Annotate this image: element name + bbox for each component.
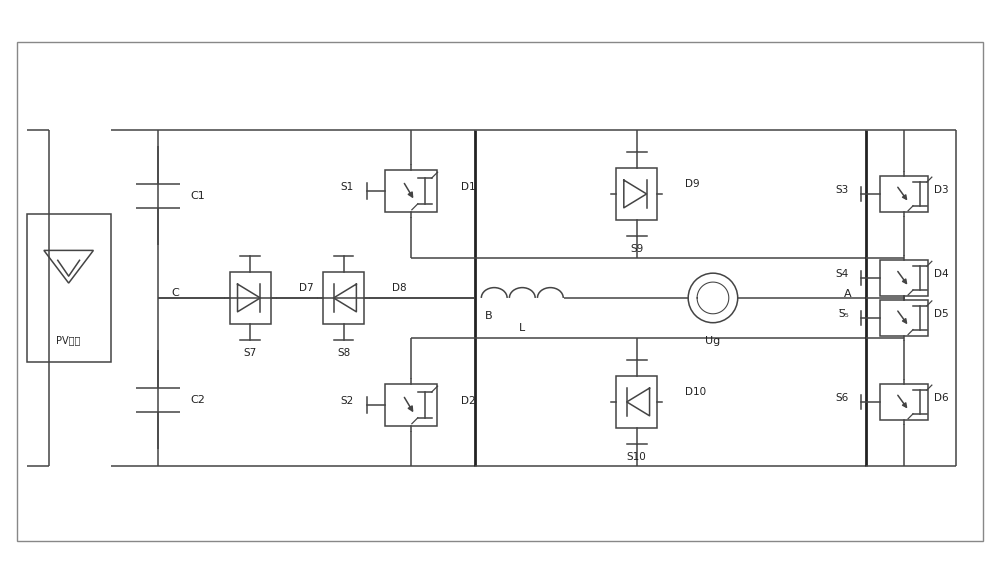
Bar xyxy=(616,168,657,220)
Text: S8: S8 xyxy=(337,349,350,359)
Text: L: L xyxy=(519,322,525,333)
Text: Ug: Ug xyxy=(705,336,721,346)
Bar xyxy=(323,272,364,324)
Text: D5: D5 xyxy=(934,309,948,319)
Bar xyxy=(385,384,437,426)
Text: S9: S9 xyxy=(630,244,643,254)
Text: D2: D2 xyxy=(461,396,476,406)
Text: D10: D10 xyxy=(685,387,706,397)
Bar xyxy=(385,170,437,212)
Text: S3: S3 xyxy=(835,185,849,195)
Text: S10: S10 xyxy=(627,452,647,462)
Bar xyxy=(880,260,928,296)
Bar xyxy=(880,300,928,336)
Text: D6: D6 xyxy=(934,393,948,403)
Text: C1: C1 xyxy=(190,191,205,201)
Text: S1: S1 xyxy=(340,182,353,192)
Text: S6: S6 xyxy=(835,393,849,403)
Text: S7: S7 xyxy=(244,349,257,359)
Text: S̅₅: S̅₅ xyxy=(838,309,849,319)
Text: D1: D1 xyxy=(461,182,476,192)
Text: B: B xyxy=(485,311,493,321)
Text: D7: D7 xyxy=(299,283,314,293)
Text: S2: S2 xyxy=(340,396,353,406)
Text: A: A xyxy=(844,289,852,299)
Text: D3: D3 xyxy=(934,185,948,195)
Text: D9: D9 xyxy=(685,179,700,189)
Text: C2: C2 xyxy=(190,395,205,405)
Bar xyxy=(880,176,928,212)
Text: C: C xyxy=(171,288,179,298)
Text: PV单元: PV单元 xyxy=(56,336,81,346)
Bar xyxy=(230,272,271,324)
Text: S4: S4 xyxy=(835,269,849,279)
Text: D4: D4 xyxy=(934,269,948,279)
Bar xyxy=(880,384,928,420)
Text: D8: D8 xyxy=(392,283,407,293)
Bar xyxy=(616,376,657,428)
Bar xyxy=(27,214,111,362)
